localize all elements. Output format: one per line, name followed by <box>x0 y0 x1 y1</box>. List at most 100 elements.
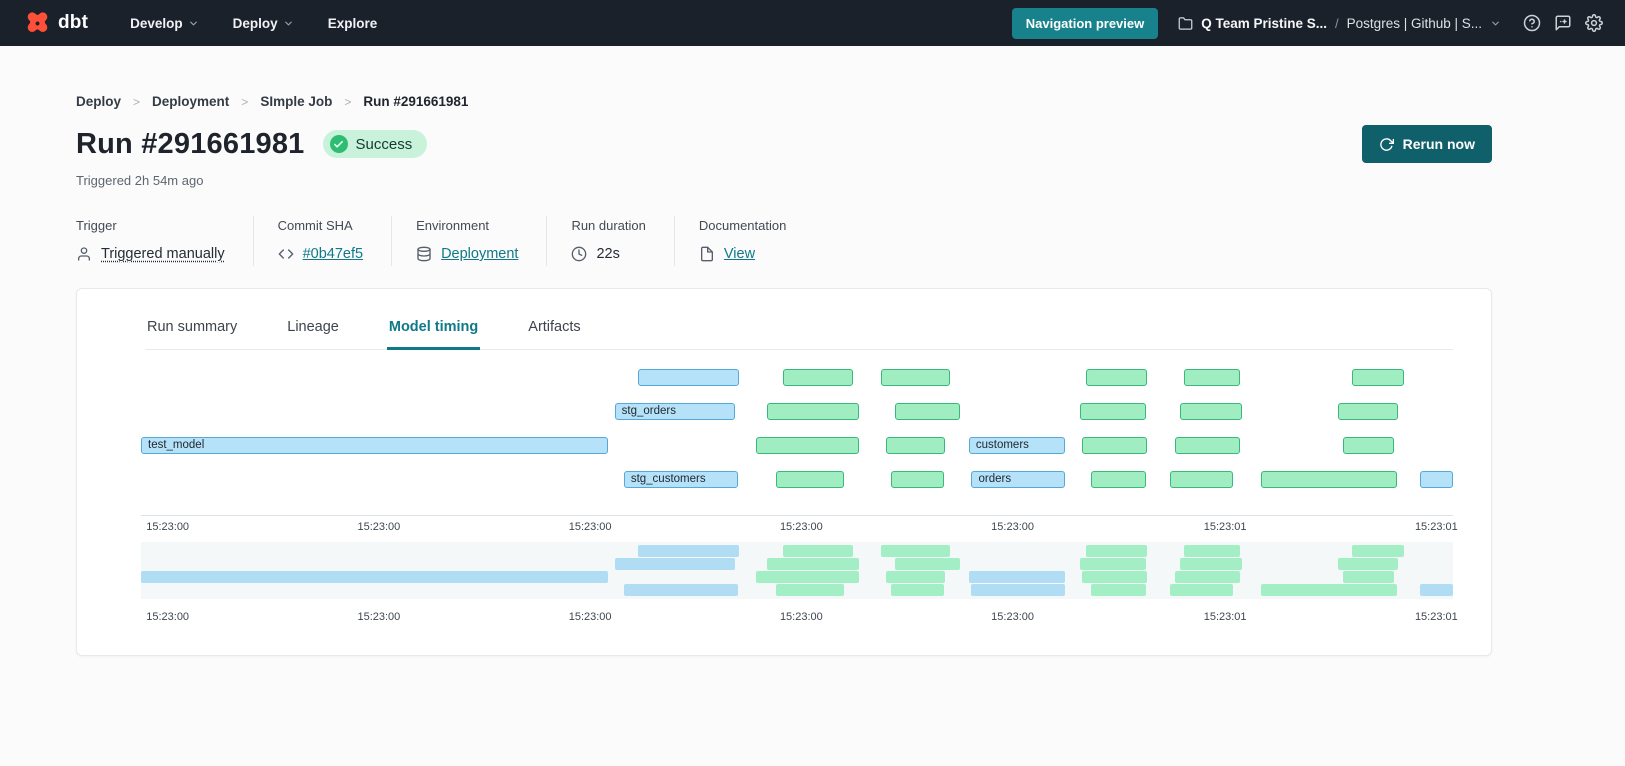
axis-tick-label: 15:23:00 <box>991 611 1034 623</box>
menu-develop[interactable]: Develop <box>130 16 199 31</box>
axis-tick-label: 15:23:00 <box>991 521 1034 533</box>
environment-link[interactable]: Deployment <box>441 246 519 262</box>
overview-bar <box>1169 584 1233 596</box>
breadcrumb-deploy[interactable]: Deploy <box>76 94 122 109</box>
topbar-icon-group <box>1523 14 1603 32</box>
tab-lineage[interactable]: Lineage <box>287 319 339 335</box>
timeline-bar[interactable] <box>1169 471 1233 488</box>
overview-bar <box>1261 584 1397 596</box>
rerun-now-button[interactable]: Rerun now <box>1361 125 1492 163</box>
axis-tick-label: 15:23:00 <box>357 521 401 533</box>
timeline-bar[interactable] <box>1080 403 1146 420</box>
timeline-bar[interactable] <box>1180 403 1242 420</box>
meta-environment-label: Environment <box>416 218 490 233</box>
timeline-bar[interactable] <box>895 403 960 420</box>
feedback-icon[interactable] <box>1554 14 1572 32</box>
axis-tick-label: 15:23:00 <box>568 521 612 533</box>
timeline-bar[interactable] <box>886 437 946 454</box>
page-title: Run #291661981 <box>76 127 305 160</box>
breadcrumb-job[interactable]: SImple Job <box>260 94 333 109</box>
timeline-bar[interactable] <box>1342 437 1394 454</box>
timeline-bar[interactable] <box>1420 471 1453 488</box>
meta-trigger-label: Trigger <box>76 218 117 233</box>
axis-tick-label: 15:23:00 <box>146 521 190 533</box>
timeline-bar[interactable] <box>1081 437 1148 454</box>
timeline-bar[interactable] <box>880 369 951 386</box>
chevron-down-icon <box>283 18 294 29</box>
gantt-overview-brush[interactable] <box>141 542 1453 599</box>
timeline-bar[interactable] <box>1174 437 1241 454</box>
timeline-bar[interactable] <box>891 471 944 488</box>
status-badge-label: Success <box>355 135 413 153</box>
breadcrumb-current-run: Run #291661981 <box>363 94 469 109</box>
overview-bar <box>1090 584 1146 596</box>
timeline-bar[interactable] <box>1090 471 1146 488</box>
run-detail-card: Run summary Lineage Model timing Artifac… <box>76 288 1492 656</box>
timeline-bar[interactable] <box>756 437 859 454</box>
meta-trigger: Trigger Triggered manually <box>76 216 253 266</box>
gantt-row: stg_orders <box>141 403 1453 420</box>
axis-tick-label: 15:23:01 <box>1203 611 1247 623</box>
database-icon <box>416 246 432 262</box>
navigation-preview-button[interactable]: Navigation preview <box>1011 7 1159 39</box>
timeline-bar[interactable] <box>1337 403 1398 420</box>
timeline-bar[interactable] <box>1085 369 1148 386</box>
breadcrumb-separator: > <box>344 94 352 109</box>
menu-explore-label: Explore <box>327 15 378 31</box>
breadcrumb-separator: > <box>133 94 141 109</box>
success-check-icon <box>329 135 348 153</box>
timeline-bar[interactable] <box>638 369 740 386</box>
timeline-bar[interactable] <box>776 471 845 488</box>
timeline-bar-customers[interactable]: customers <box>968 437 1065 454</box>
breadcrumb-deployment[interactable]: Deployment <box>152 94 230 109</box>
commit-sha-link[interactable]: #0b47ef5 <box>302 246 364 262</box>
gantt-overview-time-axis: 15:23:00 15:23:00 15:23:00 15:23:00 15:23:00… <box>141 606 1458 626</box>
timeline-bar-stg_customers[interactable]: stg_customers <box>623 471 738 488</box>
overview-bar <box>1337 558 1398 570</box>
meta-commit-sha: Commit SHA #0b47ef5 <box>252 216 391 266</box>
axis-tick-label: 15:23:00 <box>779 611 823 623</box>
documentation-view-link[interactable]: View <box>723 246 756 262</box>
help-icon[interactable] <box>1523 14 1541 32</box>
settings-gear-icon[interactable] <box>1585 14 1603 32</box>
meta-commit-label: Commit SHA <box>277 218 353 233</box>
timeline-bar[interactable] <box>1261 471 1397 488</box>
meta-documentation: Documentation View <box>673 216 814 266</box>
axis-tick-label: 15:23:00 <box>568 611 612 623</box>
menu-deploy[interactable]: Deploy <box>233 16 294 31</box>
tab-model-timing[interactable]: Model timing <box>386 305 481 350</box>
axis-tick-label: 15:23:00 <box>357 611 401 623</box>
overview-bar <box>1180 558 1242 570</box>
status-badge: Success <box>322 130 428 158</box>
timeline-bar-stg_orders[interactable]: stg_orders <box>614 403 736 420</box>
meta-environment: Environment Deployment <box>391 216 546 266</box>
timeline-bar[interactable] <box>1184 369 1241 386</box>
account-project-separator: / <box>1335 15 1339 31</box>
meta-documentation-label: Documentation <box>698 218 787 233</box>
overview-bar <box>1351 545 1405 557</box>
gantt-row: test_model customers <box>141 437 1453 454</box>
timeline-bar[interactable] <box>1351 369 1405 386</box>
overview-bar <box>880 545 951 557</box>
timeline-bar[interactable] <box>782 369 854 386</box>
run-duration-value: 22s <box>596 246 620 262</box>
tab-run-summary[interactable]: Run summary <box>147 319 238 335</box>
overview-bar <box>623 584 738 596</box>
axis-tick-label: 15:23:01 <box>1414 611 1458 623</box>
meta-duration-label: Run duration <box>571 218 646 233</box>
triggered-timestamp: Triggered 2h 54m ago <box>76 173 204 188</box>
timeline-bar[interactable] <box>766 403 859 420</box>
gantt-overview-row <box>141 558 1453 571</box>
dbt-logo[interactable]: dbt <box>24 10 88 37</box>
timeline-bar-orders[interactable]: orders <box>971 471 1065 488</box>
menu-explore[interactable]: Explore <box>328 16 378 31</box>
tab-artifacts[interactable]: Artifacts <box>528 319 581 335</box>
axis-tick-label: 15:23:00 <box>779 521 823 533</box>
overview-bar <box>968 571 1065 583</box>
overview-bar <box>776 584 845 596</box>
overview-bar <box>1184 545 1241 557</box>
overview-bar <box>1080 558 1146 570</box>
timeline-bar-test_model[interactable]: test_model <box>141 437 609 454</box>
account-project-switcher[interactable]: Q Team Pristine S... / Postgres | Github… <box>1178 16 1501 31</box>
overview-bar <box>141 571 609 583</box>
